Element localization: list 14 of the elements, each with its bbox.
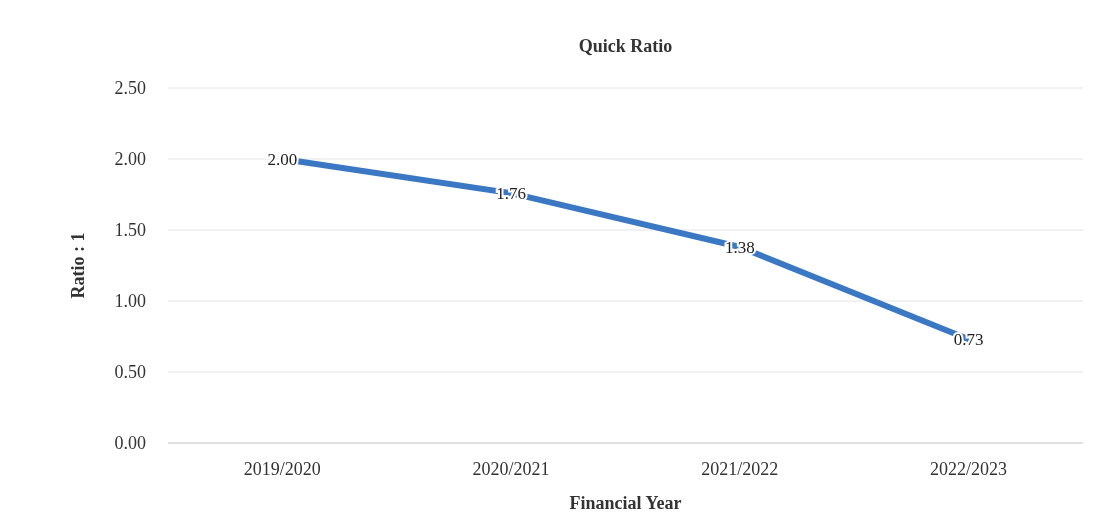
y-tick-label: 0.00 [114, 433, 146, 454]
y-tick-label: 1.00 [114, 291, 146, 312]
y-tick-label: 0.50 [114, 362, 146, 383]
y-axis-title: Ratio : 1 [68, 232, 88, 299]
x-tick-label: 2019/2020 [243, 459, 321, 479]
x-axis-title: Financial Year [569, 493, 682, 513]
x-tick-label: 2022/2023 [930, 459, 1008, 479]
y-tick-label: 2.50 [114, 78, 146, 99]
y-tick-label: 2.00 [114, 149, 146, 170]
x-tick-label: 2021/2022 [701, 459, 779, 479]
x-tick-label: 2020/2021 [472, 459, 550, 479]
y-tick-label: 1.50 [114, 220, 146, 241]
data-label: 2.00 [267, 150, 298, 169]
chart-title: Quick Ratio [578, 36, 673, 56]
